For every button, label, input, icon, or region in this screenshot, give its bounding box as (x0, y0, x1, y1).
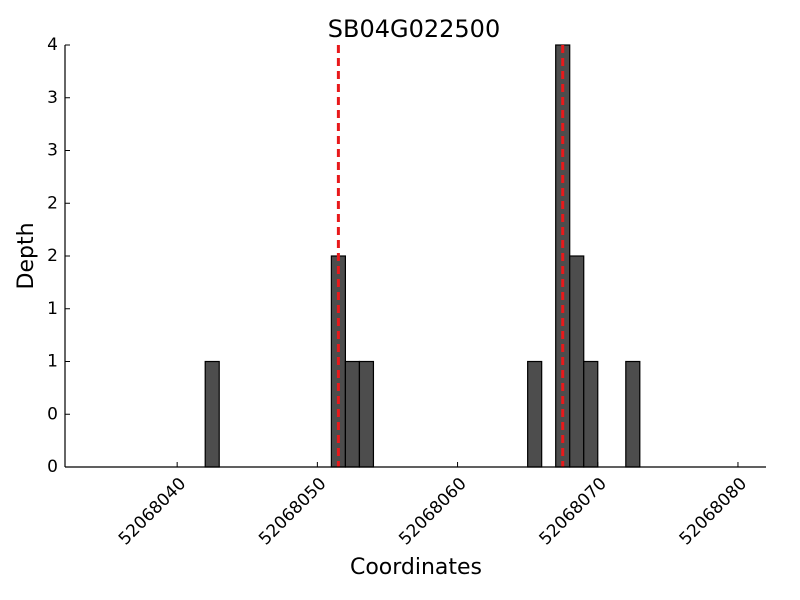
y-tick-label: 4 (47, 35, 58, 55)
chart-title: SB04G022500 (328, 15, 500, 43)
bar (569, 255, 585, 468)
y-tick-label: 1 (47, 352, 58, 372)
y-tick-label: 0 (47, 404, 58, 424)
bar (358, 360, 375, 468)
bar (527, 360, 543, 468)
bar (344, 360, 361, 468)
y-tick-label: 3 (47, 141, 58, 161)
x-axis-label: Coordinates (350, 555, 482, 580)
y-tick-label: 2 (47, 246, 58, 266)
y-tick-label: 1 (47, 299, 58, 319)
y-tick-label: 2 (47, 193, 58, 213)
bar (204, 360, 220, 468)
y-tick-label: 0 (47, 457, 58, 477)
y-tick-label: 3 (47, 88, 58, 108)
x-tick-label: 52068080 (676, 474, 751, 549)
x-tick-label: 52068060 (395, 474, 470, 549)
x-tick-label: 52068040 (115, 474, 190, 549)
bar (583, 360, 599, 468)
y-axis-label: Depth (14, 222, 39, 289)
x-tick-label: 52068070 (536, 474, 611, 549)
x-tick-label: 52068050 (255, 474, 330, 549)
bar (625, 360, 641, 468)
